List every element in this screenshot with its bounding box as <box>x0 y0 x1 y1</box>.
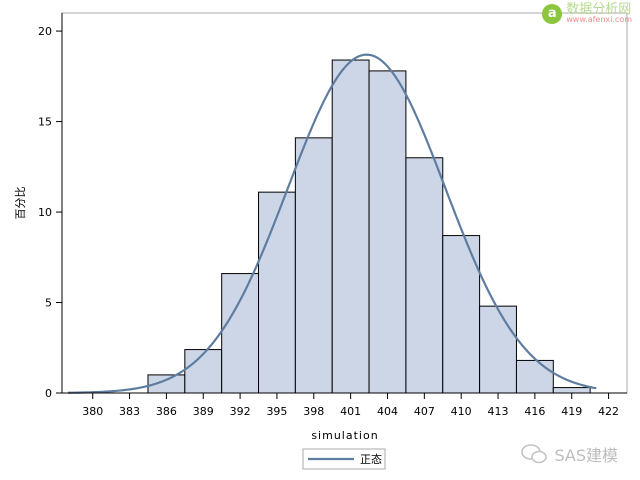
x-axis-label: simulation <box>311 429 378 442</box>
x-tick-label-395: 395 <box>266 405 287 418</box>
histogram-bars <box>147 59 591 394</box>
watermark-top: a 数据分析网 www.afenxi.com <box>542 3 632 24</box>
chat-bubble-icon <box>521 444 548 464</box>
y-tick-label-10: 10 <box>38 206 52 219</box>
x-tick-label-422: 422 <box>598 405 619 418</box>
histogram-bar-404 <box>368 70 407 394</box>
x-tick-label-389: 389 <box>193 405 214 418</box>
histogram-bar-413 <box>479 305 517 394</box>
x-tick-label-386: 386 <box>156 405 177 418</box>
watermark-logo-icon: a <box>542 3 563 24</box>
x-tick-label-407: 407 <box>414 405 435 418</box>
y-tick-label-0: 0 <box>45 387 52 400</box>
legend-curve-label: 正态 <box>360 453 382 466</box>
y-axis-label: 百分比 <box>14 187 27 220</box>
histogram-bar-392 <box>221 273 260 394</box>
histogram-bar-410 <box>442 235 481 394</box>
watermark-top-url: www.afenxi.com <box>566 15 632 24</box>
y-tick-label-5: 5 <box>45 297 52 310</box>
normal-curve <box>68 53 597 394</box>
x-tick-label-419: 419 <box>561 405 582 418</box>
x-tick-label-410: 410 <box>451 405 472 418</box>
histogram-bar-407 <box>405 157 444 394</box>
histogram-bar-419 <box>552 387 591 394</box>
watermark-bottom: SAS建模 <box>520 442 618 466</box>
histogram-bar-416 <box>515 359 554 394</box>
histogram-bar-398 <box>294 137 333 394</box>
x-tick-label-416: 416 <box>524 405 545 418</box>
histogram-bar-395 <box>258 191 296 394</box>
x-tick-label-383: 383 <box>119 405 140 418</box>
y-tick-label-15: 15 <box>38 116 52 129</box>
x-tick-label-401: 401 <box>340 405 361 418</box>
y-tick-label-20: 20 <box>38 25 52 38</box>
x-tick-label-413: 413 <box>488 405 509 418</box>
legend: 正态 <box>302 448 386 470</box>
x-tick-label-398: 398 <box>303 405 324 418</box>
y-axis-ticks: 0 5 10 15 20 <box>38 25 62 400</box>
x-tick-label-392: 392 <box>230 405 251 418</box>
histogram-bar-401 <box>331 59 370 394</box>
x-tick-label-380: 380 <box>82 405 103 418</box>
x-tick-label-404: 404 <box>377 405 398 418</box>
watermark-bottom-text: SAS建模 <box>554 446 618 465</box>
x-axis-ticks: 380 383 386 389 392 395 398 401 404 407 410 413 416 4… <box>82 393 619 418</box>
histogram-bar-389 <box>184 349 223 394</box>
watermark-top-text: 数据分析网 <box>566 2 632 17</box>
